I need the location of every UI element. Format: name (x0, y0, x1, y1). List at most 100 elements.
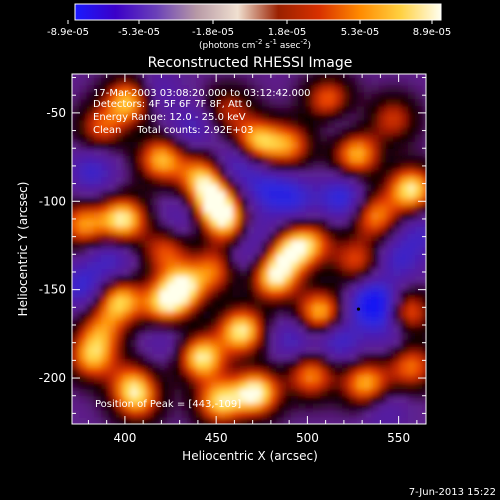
heatmap-cell (225, 218, 234, 227)
heatmap-cell (415, 190, 423, 199)
heatmap-cell (371, 395, 380, 404)
heatmap-cell (261, 226, 270, 234)
heatmap-cell (174, 240, 183, 248)
heatmap-cell (422, 134, 426, 142)
heatmap-cell (385, 91, 394, 100)
heatmap-cell (217, 268, 226, 277)
heatmap-cell (363, 367, 372, 376)
heatmap-cell (371, 254, 380, 262)
heatmap-cell (269, 91, 277, 100)
heatmap-cell (342, 268, 350, 277)
heatmap-cell (415, 310, 423, 319)
heatmap-cell (254, 332, 263, 340)
heatmap-cell (334, 162, 343, 171)
heatmap-cell (312, 91, 321, 100)
heatmap-cell (342, 91, 350, 100)
heatmap-cell (232, 134, 241, 142)
heatmap-cell (342, 424, 350, 432)
heatmap-cell (385, 353, 394, 361)
heatmap-cell (385, 211, 394, 220)
heatmap-cell (298, 332, 307, 340)
heatmap-cell (363, 91, 372, 100)
heatmap-cell (407, 74, 416, 79)
heatmap-cell (327, 381, 336, 390)
heatmap-cell (430, 162, 438, 170)
heatmap-cell (196, 119, 204, 128)
heatmap-cell (137, 127, 146, 135)
heatmap-cell (363, 374, 372, 383)
heatmap-cell (72, 148, 80, 156)
heatmap-cell (217, 233, 226, 241)
heatmap-cell (203, 74, 212, 79)
heatmap-cell (356, 226, 365, 234)
heatmap-cell (232, 381, 241, 390)
heatmap-cell (334, 409, 343, 418)
heatmap-cell (415, 134, 423, 142)
heatmap-cell (356, 416, 365, 424)
heatmap-cell (93, 275, 102, 284)
heatmap-cell (415, 381, 423, 390)
heatmap-cell (210, 402, 219, 411)
heatmap-cell (276, 346, 285, 354)
heatmap-cell (305, 388, 314, 397)
heatmap-cell (232, 325, 241, 333)
heatmap-cell (385, 148, 394, 156)
heatmap-cell (305, 197, 314, 206)
heatmap-cell (86, 218, 95, 227)
heatmap-cell (217, 155, 226, 163)
heatmap-cell (276, 84, 285, 93)
heatmap-cell (225, 339, 234, 347)
heatmap-cell (115, 91, 124, 100)
heatmap-cell (422, 254, 426, 262)
heatmap-cell (101, 289, 110, 298)
heatmap-cell (261, 162, 270, 171)
heatmap-cell (298, 360, 307, 369)
heatmap-cell (378, 91, 387, 100)
heatmap-cell (101, 367, 110, 376)
heatmap-cell (363, 346, 372, 354)
heatmap-cell (79, 91, 88, 100)
heatmap-cell (196, 381, 204, 390)
heatmap-cell (254, 275, 263, 284)
heatmap-cell (385, 190, 394, 199)
heatmap-cell (108, 226, 117, 234)
heatmap-cell (298, 204, 307, 213)
heatmap-cell (312, 289, 321, 298)
heatmap-cell (152, 247, 161, 255)
heatmap-cell (203, 218, 212, 227)
heatmap-cell (174, 211, 183, 220)
heatmap-cell (356, 332, 365, 340)
heatmap-cell (144, 176, 153, 185)
heatmap-cell (430, 346, 438, 354)
heatmap-cell (181, 381, 190, 390)
heatmap-cell (130, 197, 139, 206)
heatmap-cell (79, 204, 88, 213)
heatmap-cell (86, 176, 95, 185)
heatmap-cell (174, 317, 183, 326)
heatmap-cell (72, 254, 73, 262)
heatmap-cell (320, 296, 329, 305)
heatmap-cell (203, 353, 212, 361)
heatmap-cell (254, 105, 263, 114)
heatmap-cell (400, 367, 409, 376)
heatmap-cell (101, 155, 110, 163)
heatmap-cell (217, 204, 226, 213)
heatmap-cell (159, 190, 168, 199)
heatmap-cell (430, 304, 438, 312)
heatmap-cell (210, 77, 219, 86)
heatmap-cell (276, 204, 285, 213)
heatmap-cell (422, 388, 426, 397)
heatmap-cell (239, 190, 248, 199)
heatmap-cell (166, 211, 175, 220)
heatmap-cell (225, 254, 234, 262)
heatmap-cell (305, 77, 314, 86)
heatmap-cell (144, 119, 153, 128)
heatmap-cell (342, 226, 350, 234)
heatmap-cell (188, 310, 197, 319)
heatmap-cell (166, 268, 175, 277)
heatmap-cell (371, 183, 380, 192)
heatmap-cell (130, 339, 139, 347)
heatmap-cell (393, 374, 402, 383)
heatmap-cell (239, 296, 248, 305)
heatmap-cell (210, 317, 219, 326)
